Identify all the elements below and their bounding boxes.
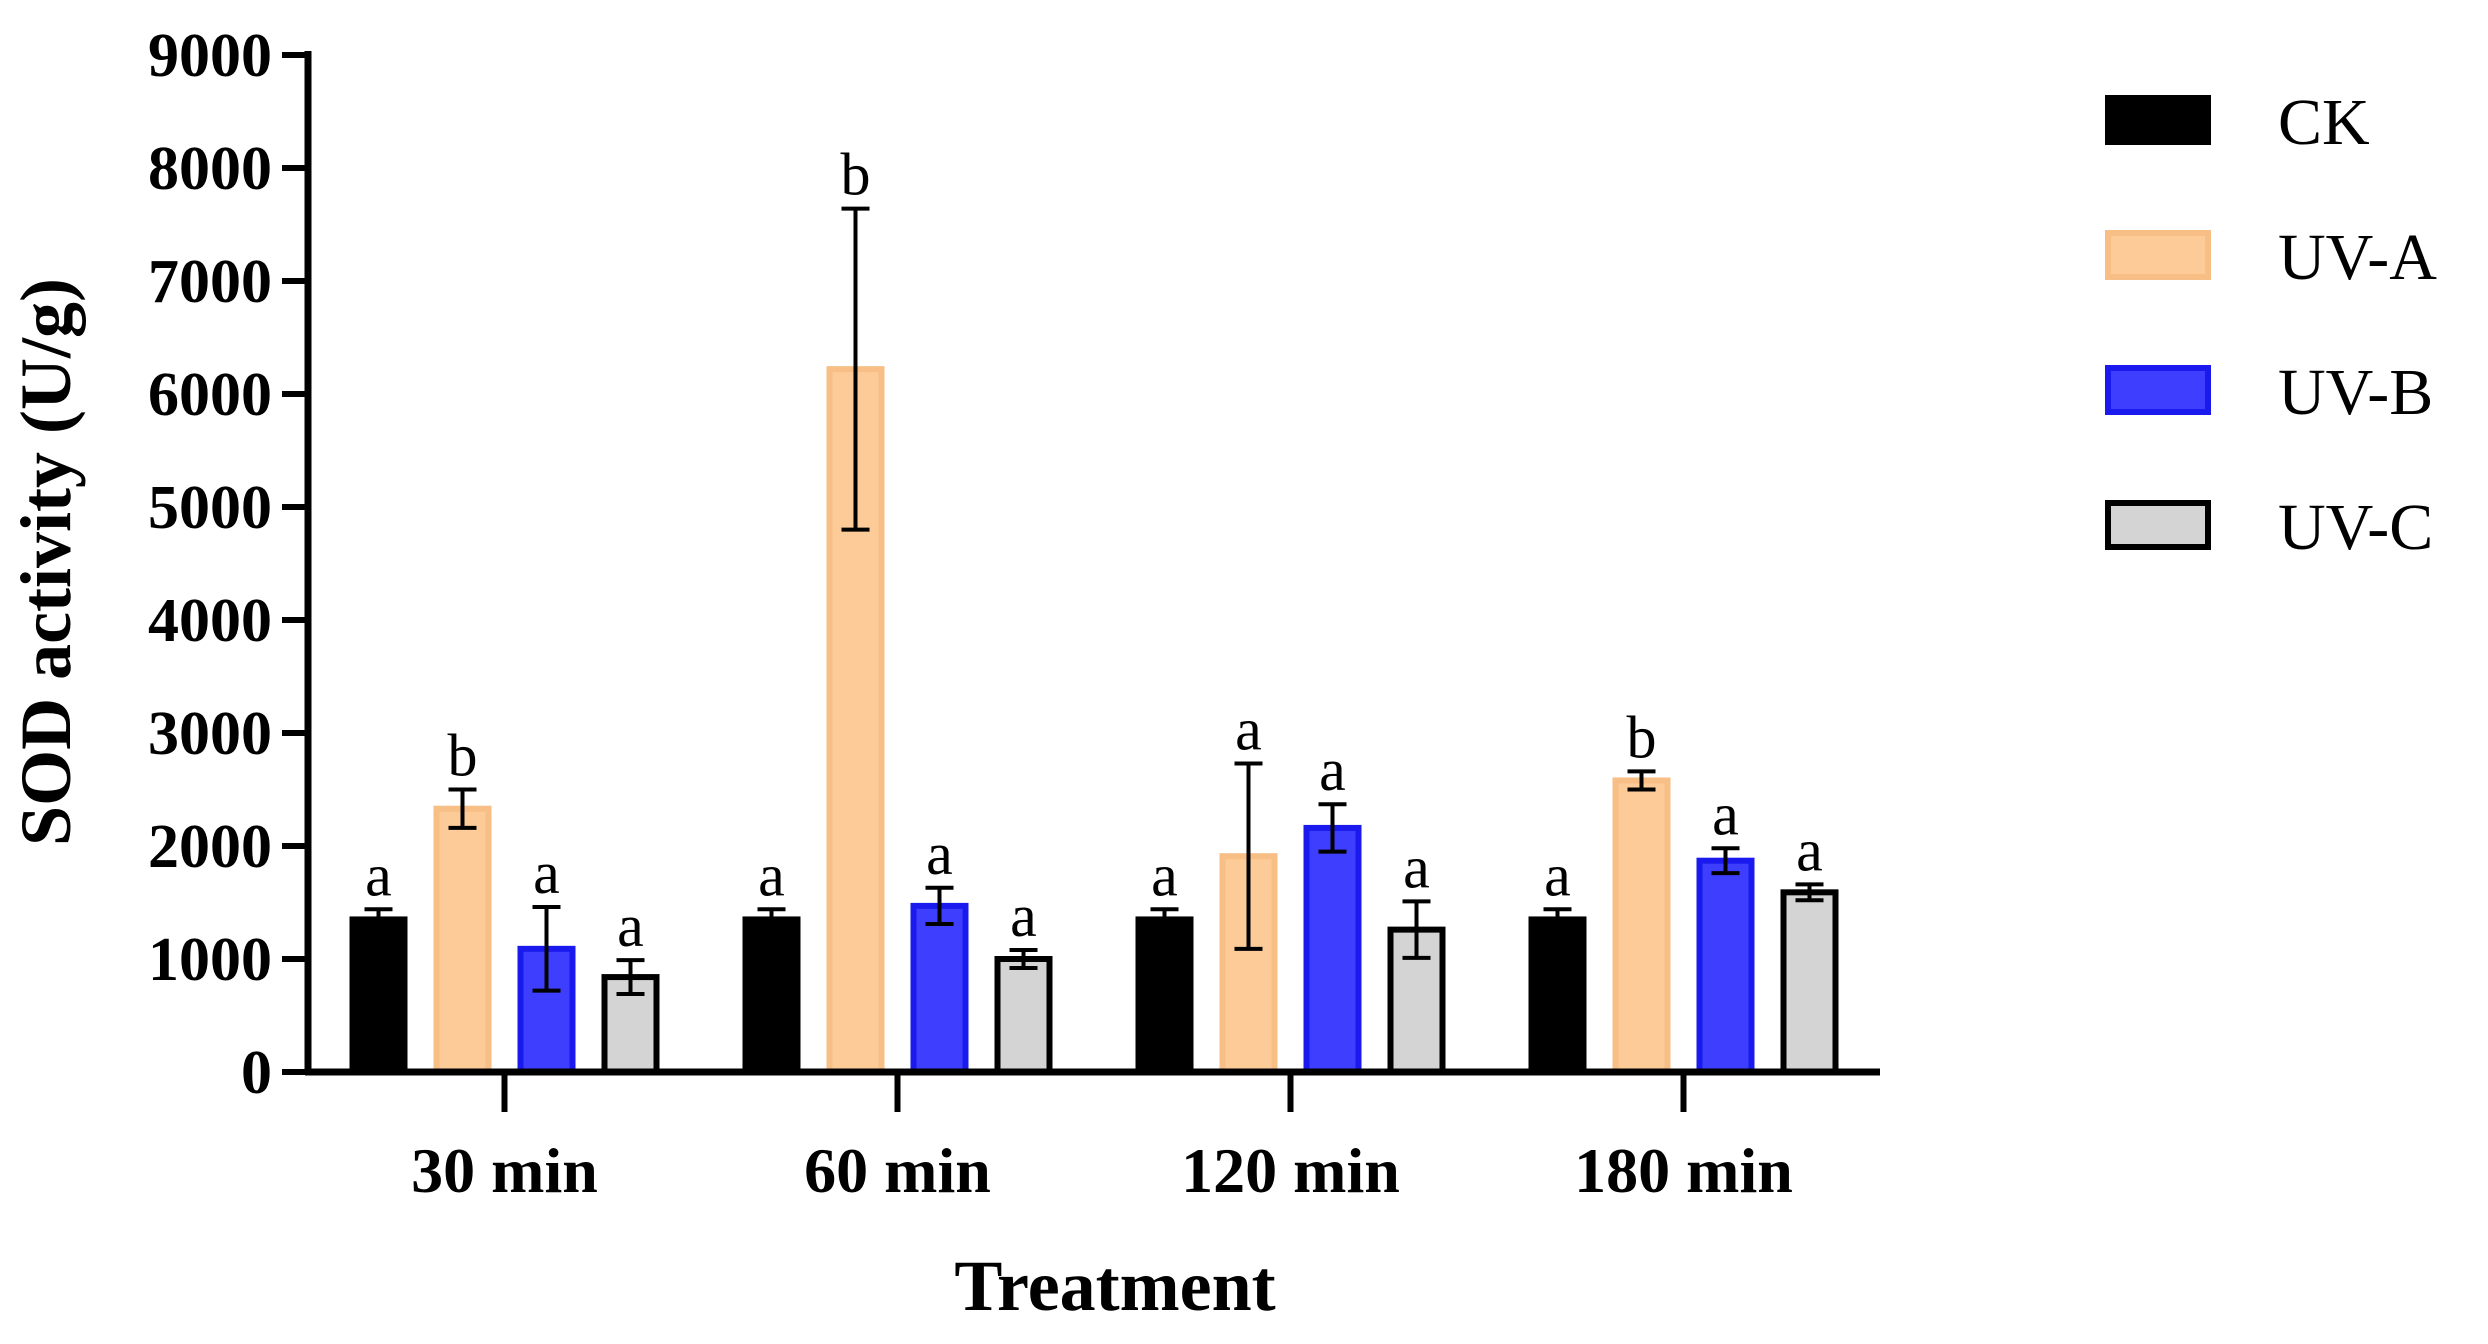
significance-letter: a (758, 842, 785, 908)
y-tick-label: 1000 (148, 926, 272, 994)
significance-letter: a (1403, 834, 1430, 900)
bar (1135, 916, 1194, 1076)
bar-group-ck: a (349, 842, 408, 1076)
bar-group-uv-c: a (601, 893, 660, 1076)
bar-group-uv-b: a (517, 840, 576, 1076)
x-axis: 30 min 60 min 120 min 180 min (305, 1068, 1880, 1206)
bar (1528, 916, 1587, 1076)
significance-letter: b (448, 723, 478, 789)
significance-letter: a (617, 893, 644, 959)
legend-label: UV-A (2278, 221, 2437, 294)
bar-group-uv-a: a (1219, 697, 1278, 1075)
legend-swatch (2105, 500, 2211, 550)
significance-letter: a (1010, 883, 1037, 949)
bar (994, 956, 1053, 1075)
bar-group-uv-b: a (1303, 737, 1362, 1075)
significance-letter: a (1712, 781, 1739, 847)
bar-group-uv-a: b (1612, 704, 1671, 1076)
y-tick-label: 4000 (148, 587, 272, 655)
bar-group-uv-b: a (1696, 781, 1755, 1075)
legend-label: UV-C (2278, 491, 2433, 564)
bar (910, 902, 969, 1076)
legend-item-uv-b: UV-B (2105, 356, 2433, 429)
legend-item-ck: CK (2105, 86, 2370, 159)
significance-letter: a (533, 840, 560, 906)
bar (1780, 889, 1839, 1076)
bar-group-ck: a (1135, 842, 1194, 1076)
y-tick-label: 2000 (148, 813, 272, 881)
bar-group-uv-b: a (910, 821, 969, 1076)
bar (349, 916, 408, 1076)
y-tick-label: 5000 (148, 474, 272, 542)
bar-group-uv-c: a (994, 883, 1053, 1075)
y-tick-label: 7000 (148, 248, 272, 316)
bar-group-uv-a: b (826, 142, 885, 1075)
x-category-label: 120 min (1181, 1135, 1400, 1206)
significance-letter: a (1796, 817, 1823, 883)
x-category-label: 180 min (1574, 1135, 1793, 1206)
y-tick-label: 6000 (148, 361, 272, 429)
bar (433, 805, 492, 1076)
significance-letter: a (1319, 737, 1346, 803)
significance-letter: a (926, 821, 953, 887)
legend-swatch (2105, 95, 2211, 145)
bar-group-uv-c: a (1780, 817, 1839, 1076)
x-category-label: 60 min (804, 1135, 991, 1206)
y-tick-label: 9000 (148, 22, 272, 90)
legend-label: CK (2278, 86, 2370, 159)
legend-label: UV-B (2278, 356, 2433, 429)
bar-group-ck: a (1528, 842, 1587, 1076)
bar (1696, 857, 1755, 1075)
legend-item-uv-c: UV-C (2105, 491, 2433, 564)
significance-letter: b (1627, 704, 1657, 770)
y-tick-label: 3000 (148, 700, 272, 768)
y-tick-label: 0 (241, 1039, 272, 1107)
significance-letter: a (1235, 697, 1262, 763)
x-category-label: 30 min (411, 1135, 598, 1206)
legend-swatch (2105, 230, 2211, 280)
legend-item-uv-a: UV-A (2105, 221, 2437, 294)
legend-swatch (2105, 365, 2211, 415)
y-axis-title: SOD activity (U/g) (6, 278, 86, 846)
significance-letter: a (365, 842, 392, 908)
significance-letter: b (841, 142, 871, 208)
bar-group-uv-a: b (433, 723, 492, 1076)
bar (742, 916, 801, 1076)
bar-group-ck: a (742, 842, 801, 1076)
bar (1612, 777, 1671, 1076)
y-axis: 0 1000 2000 3000 4000 5000 6000 7000 8000 9000 (148, 22, 312, 1107)
x-axis-title: Treatment (954, 1246, 1275, 1326)
bar-group-uv-c: a (1387, 834, 1446, 1075)
legend: CK UV-A UV-B UV-C (2105, 86, 2437, 564)
y-tick-label: 8000 (148, 135, 272, 203)
significance-letter: a (1151, 842, 1178, 908)
significance-letter: a (1544, 842, 1571, 908)
bar (1303, 824, 1362, 1075)
